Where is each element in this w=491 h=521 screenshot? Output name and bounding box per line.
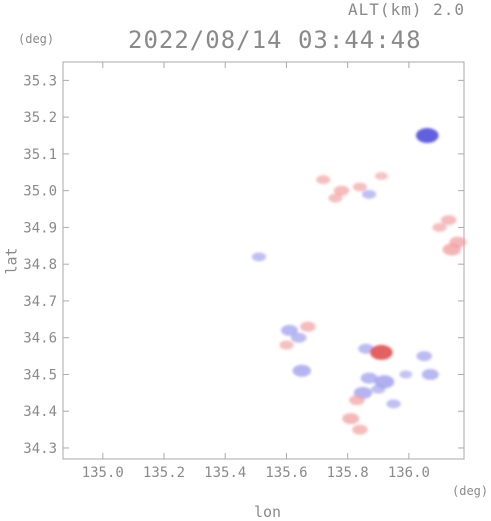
echo-region-11	[281, 324, 299, 336]
y-tick-label: 34.7	[23, 294, 57, 310]
y-tick-label: 34.9	[23, 220, 57, 236]
echo-region-24	[342, 413, 360, 425]
echo-region-22	[349, 395, 365, 406]
x-tick-label: 135.2	[143, 465, 185, 481]
y-tick-label: 35.1	[23, 147, 57, 163]
x-tick-label: 135.0	[82, 465, 124, 481]
echo-region-28	[421, 368, 439, 380]
y-tick-label: 34.8	[23, 257, 57, 273]
echo-region-5	[362, 189, 377, 199]
echo-region-13	[279, 340, 294, 350]
echo-region-10	[415, 128, 439, 144]
x-tick-label: 135.8	[327, 465, 369, 481]
echo-region-23	[386, 399, 401, 409]
echo-region-3	[374, 171, 388, 180]
y-tick-label: 34.6	[23, 331, 57, 347]
x-unit-label: (deg)	[452, 484, 489, 498]
echo-region-26	[399, 370, 413, 379]
x-tick-label: 136.0	[388, 465, 430, 481]
plot-frame	[62, 61, 465, 460]
echo-region-6	[440, 215, 457, 226]
y-tick-label: 35.2	[23, 110, 57, 126]
y-unit-label: (deg)	[18, 32, 55, 46]
echo-region-2	[352, 182, 368, 192]
echo-region-20	[371, 384, 386, 394]
echo-region-27	[416, 351, 433, 362]
echo-region-0	[333, 185, 350, 196]
echo-region-25	[352, 424, 368, 435]
echo-region-29	[251, 252, 267, 262]
y-tick-label: 34.4	[23, 404, 57, 420]
echo-region-14	[300, 321, 316, 332]
y-tick-label: 35.0	[23, 184, 57, 200]
x-tick-label: 135.4	[204, 465, 246, 481]
echo-region-15	[292, 364, 311, 377]
echo-region-9	[442, 243, 461, 256]
echo-region-1	[316, 175, 331, 185]
y-tick-label: 34.3	[23, 441, 57, 457]
echo-region-4	[328, 193, 343, 203]
y-tick-label: 35.3	[23, 73, 57, 89]
echo-region-12	[290, 332, 307, 343]
x-axis-label: lon	[254, 503, 282, 521]
x-tick-label: 135.6	[265, 465, 307, 481]
timestamp: 2022/08/14 03:44:48	[128, 26, 422, 54]
echo-region-18	[360, 372, 378, 384]
echo-region-17	[370, 344, 393, 360]
echo-region-7	[432, 222, 447, 232]
echo-region-16	[358, 343, 374, 354]
altitude-label: ALT(km) 2.0	[348, 0, 465, 19]
y-tick-label: 34.5	[23, 367, 57, 383]
